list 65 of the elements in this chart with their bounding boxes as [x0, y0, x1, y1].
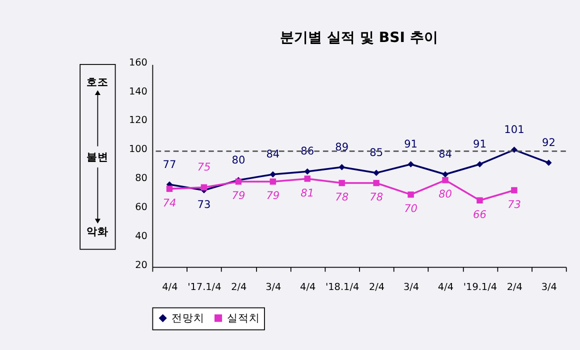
point: [338, 180, 345, 186]
point: [546, 160, 552, 166]
legend-label: 전망치: [172, 312, 205, 325]
point: [442, 177, 448, 184]
y-tick-label: 40: [135, 230, 148, 242]
point: [373, 180, 380, 186]
point: [511, 187, 518, 194]
x-tick-label: '19.1/4: [463, 282, 497, 294]
y-tick-label: 80: [135, 173, 148, 184]
data-label: 84: [266, 148, 280, 161]
data-label: 81: [300, 187, 314, 200]
point: [476, 161, 483, 168]
point: [408, 191, 414, 198]
point: [373, 170, 380, 176]
data-label: 70: [404, 203, 418, 216]
legend-label: 실적치: [227, 312, 260, 325]
y-tick-label: 160: [128, 57, 148, 68]
x-tick-label: 4/4: [438, 282, 454, 294]
y-tick-label: 140: [128, 86, 148, 98]
point: [270, 171, 276, 178]
data-label: 80: [232, 154, 246, 166]
x-tick-label: 2/4: [368, 282, 385, 294]
point: [200, 184, 208, 190]
y-tick-label: 120: [128, 115, 148, 126]
point: [338, 164, 345, 170]
y-tick-label: 100: [128, 144, 148, 156]
text: 호조: [86, 76, 109, 89]
point: [166, 186, 173, 192]
point: [511, 146, 518, 153]
data-label: 73: [197, 198, 211, 211]
x-tick-label: 2/4: [231, 282, 247, 294]
data-label: 80: [438, 188, 452, 201]
data-label: 101: [504, 124, 524, 136]
x-tick-label: 4/4: [162, 282, 178, 294]
data-label: 77: [162, 158, 176, 171]
text: 불변: [86, 151, 109, 164]
y-tick-label: 20: [135, 260, 148, 271]
data-label: 79: [232, 190, 246, 202]
data-label: 89: [335, 141, 349, 154]
data-label: 79: [266, 190, 280, 202]
data-label: 92: [542, 137, 556, 150]
point: [408, 161, 414, 168]
y-tick-label: 60: [135, 202, 148, 213]
x-tick-label: '17.1/4: [188, 282, 222, 294]
x-tick-label: 3/4: [403, 282, 420, 294]
data-label: 75: [197, 162, 211, 174]
chart-title: 분기별 실적 및 BSI 추이: [280, 30, 438, 46]
x-tick-label: 3/4: [541, 282, 557, 294]
data-label: 66: [473, 208, 487, 221]
x-tick-label: 2/4: [506, 282, 522, 294]
point: [270, 178, 276, 185]
x-tick-label: 3/4: [266, 282, 282, 294]
point: [476, 197, 483, 204]
point: [304, 176, 310, 182]
data-label: 91: [473, 138, 486, 151]
point: [304, 168, 310, 175]
x-tick-label: '18.1/4: [325, 282, 360, 294]
point: [442, 171, 448, 178]
data-label: 78: [370, 192, 384, 204]
data-label: 91: [404, 138, 418, 151]
data-label: 74: [162, 197, 176, 210]
text: 악화: [86, 226, 109, 238]
data-label: 73: [508, 198, 522, 211]
data-label: 78: [335, 192, 349, 204]
x-tick-label: 4/4: [300, 282, 316, 294]
